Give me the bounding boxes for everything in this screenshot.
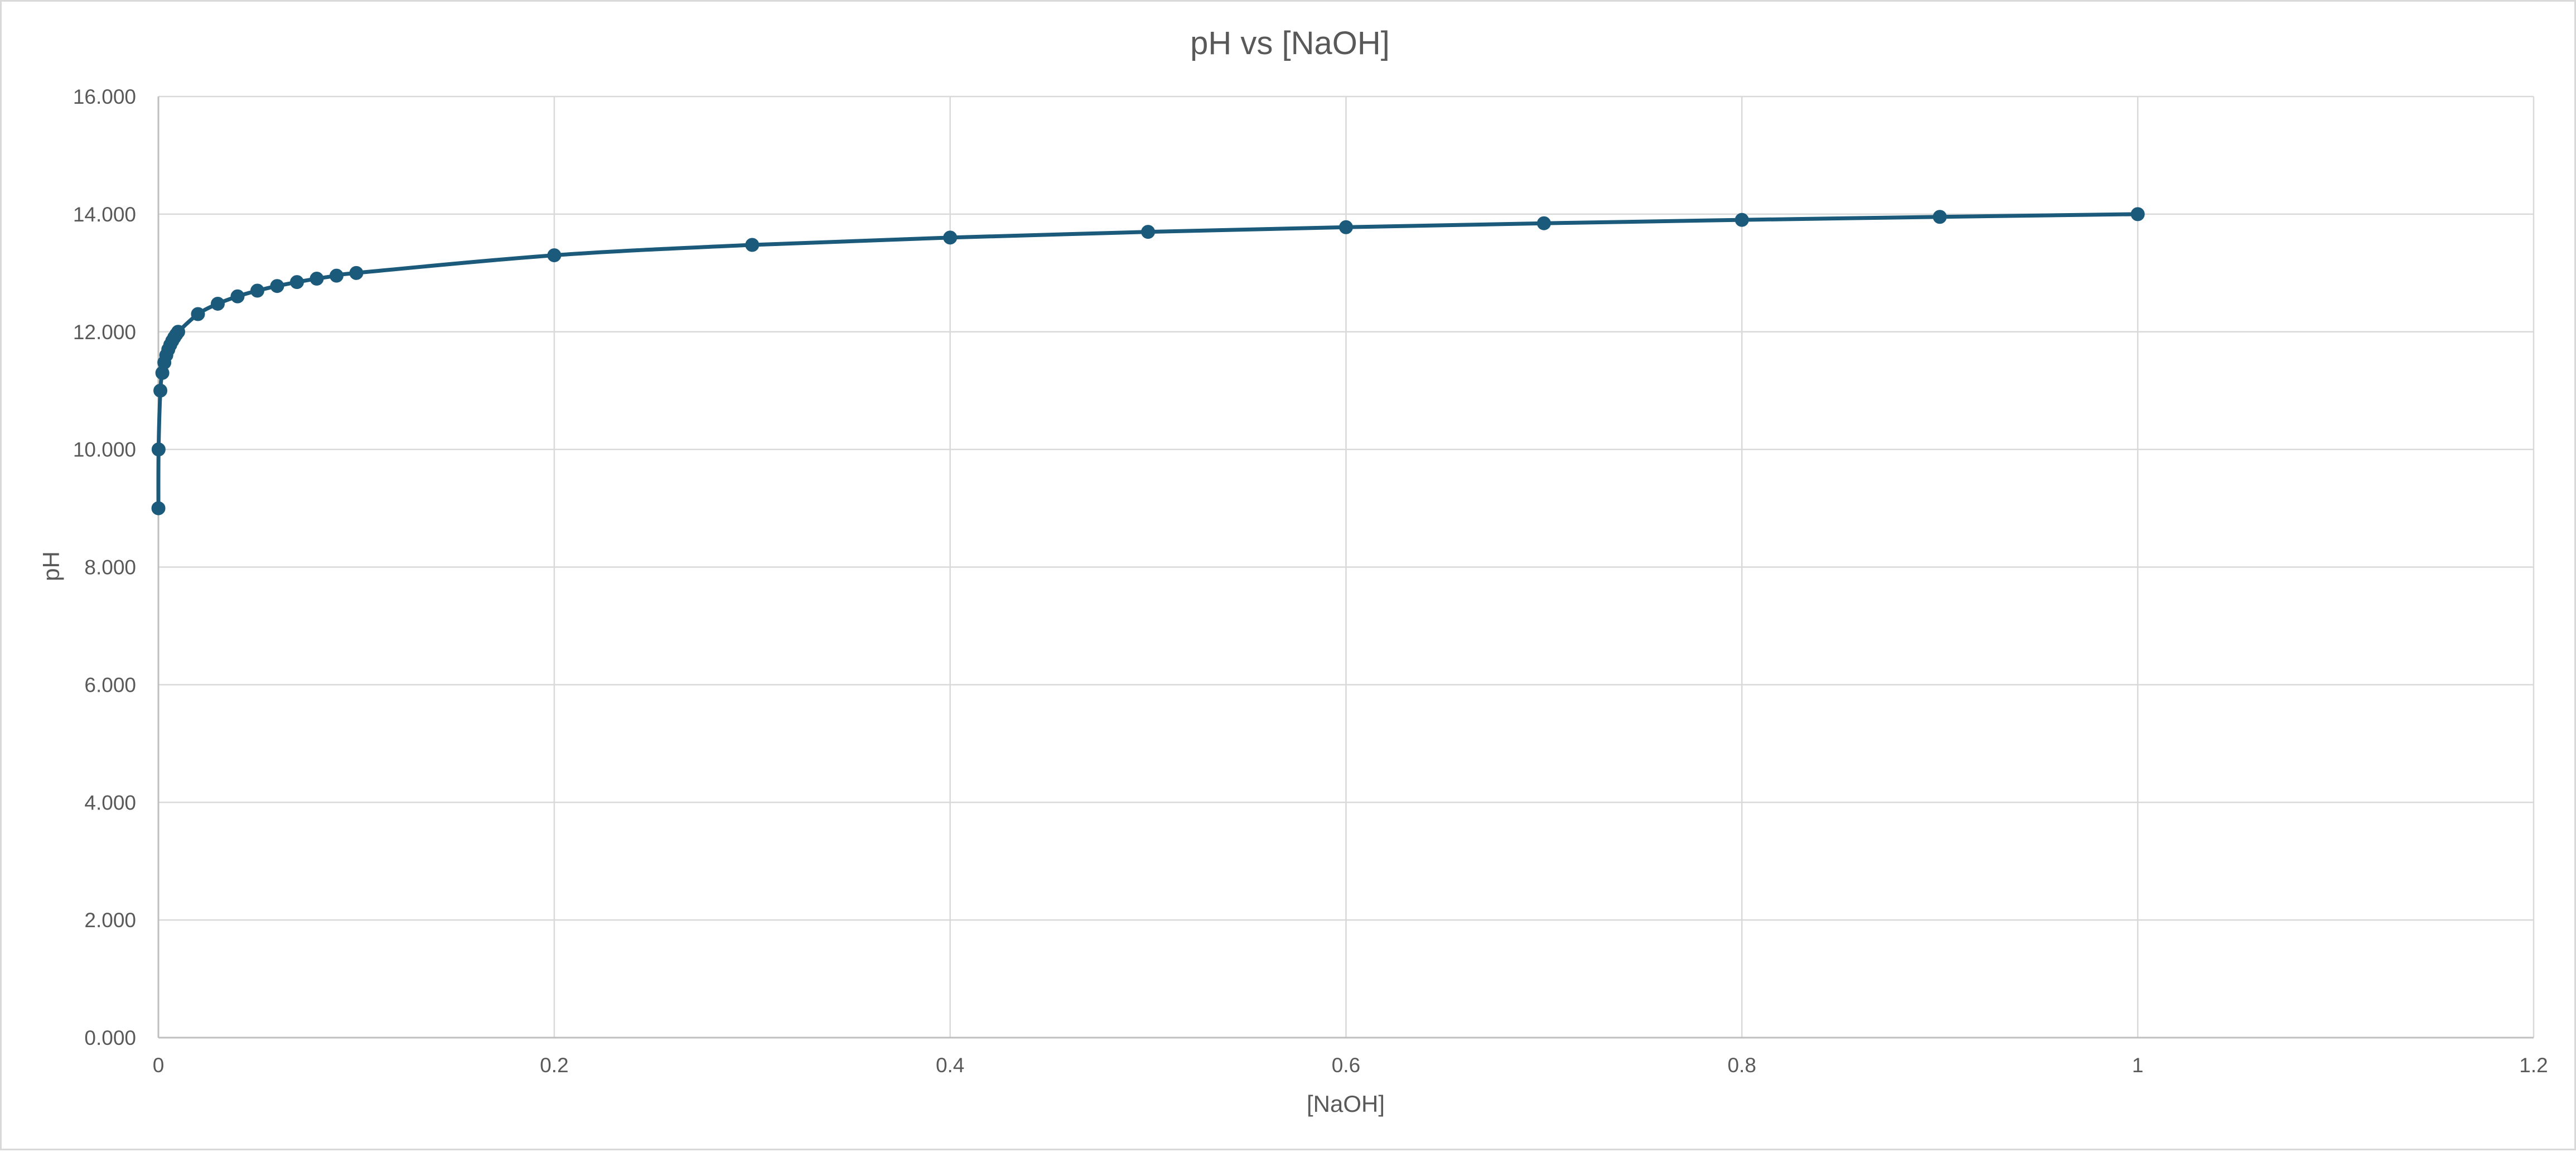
data-point (1536, 216, 1551, 230)
x-tick-label: 1.2 (2519, 1054, 2548, 1077)
y-tick-label: 14.000 (73, 203, 136, 226)
data-point (151, 442, 166, 457)
series-line (156, 212, 2140, 510)
x-axis-title: [NaOH] (1307, 1091, 1385, 1117)
data-point (329, 268, 344, 283)
x-tick-label: 1 (2132, 1054, 2144, 1077)
data-point (289, 275, 304, 290)
data-point (151, 501, 166, 515)
data-point (349, 266, 364, 280)
data-point (1932, 210, 1947, 224)
y-axis-tick-labels: 0.000 2.000 4.000 6.000 8.000 10.000 12.000 14.… (73, 85, 136, 1049)
data-point (547, 248, 562, 263)
y-tick-label: 10.000 (73, 438, 136, 461)
y-tick-label: 16.000 (73, 85, 136, 108)
x-tick-label: 0.8 (1728, 1054, 1756, 1077)
data-point (2130, 207, 2145, 221)
chart-title: pH vs [NaOH] (1190, 25, 1390, 61)
x-tick-label: 0.2 (540, 1054, 568, 1077)
data-point (270, 279, 284, 293)
data-point (1141, 225, 1156, 239)
x-tick-label: 0.4 (936, 1054, 964, 1077)
y-axis-title: pH (38, 551, 64, 581)
y-tick-label: 4.000 (84, 791, 136, 814)
data-point (153, 383, 168, 398)
data-point (1339, 220, 1353, 234)
data-point (310, 272, 324, 286)
gridlines (158, 95, 2535, 1038)
data-point (745, 238, 760, 252)
axes (157, 97, 2534, 1039)
data-point (191, 307, 205, 321)
data-point (250, 283, 264, 298)
y-tick-label: 2.000 (84, 909, 136, 932)
data-point (210, 296, 225, 311)
data-series (151, 207, 2145, 515)
x-axis-tick-labels: 0 0.2 0.4 0.6 0.8 1 1.2 (153, 1054, 2548, 1077)
data-point (230, 289, 245, 303)
x-tick-label: 0 (153, 1054, 165, 1077)
data-point (171, 325, 185, 339)
x-tick-label: 0.6 (1332, 1054, 1360, 1077)
data-point (943, 230, 958, 245)
y-tick-label: 6.000 (84, 673, 136, 696)
y-tick-label: 8.000 (84, 556, 136, 579)
y-tick-label: 0.000 (84, 1026, 136, 1049)
data-point (1734, 213, 1749, 227)
y-tick-label: 12.000 (73, 321, 136, 344)
